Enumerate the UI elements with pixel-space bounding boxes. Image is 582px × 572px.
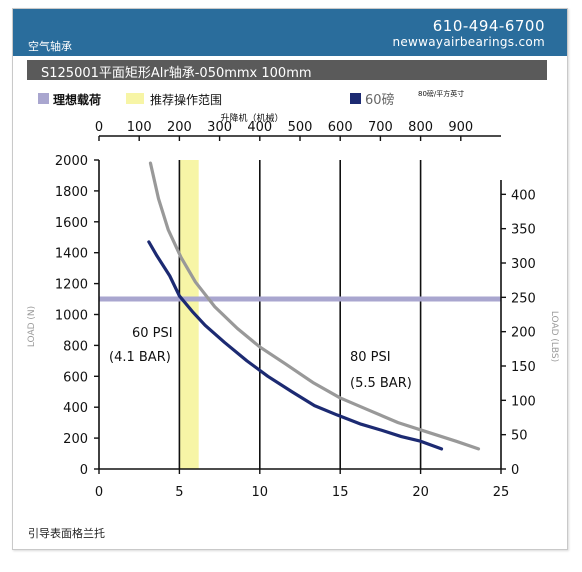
y-right-tick-label: 100 — [511, 394, 536, 409]
y-axis-title-right: LOAD (LBS) — [549, 311, 559, 362]
brand-label: 空气轴承 — [28, 40, 72, 53]
y-axis-title-left: LOAD (N) — [27, 306, 37, 347]
y-tick-label: 1600 — [55, 216, 88, 231]
y-tick-label: 1800 — [55, 185, 88, 200]
y-tick-label: 2000 — [55, 154, 88, 169]
y-tick-label: 800 — [63, 339, 88, 354]
footer-note: 引导表面格兰托 — [28, 527, 105, 540]
y-right-tick-label: 400 — [511, 188, 536, 203]
x-tick-label: 10 — [252, 485, 269, 500]
chart-panel: 空气轴承 610-494-6700 newwayairbearings.com … — [12, 8, 568, 550]
y-tick-label: 200 — [63, 432, 88, 447]
x-top-tick-label: 400 — [247, 120, 272, 135]
legend-swatch-60 — [350, 93, 361, 104]
chart-title-bar: S125001平面矩形Alr轴承-050mmx 100mm — [27, 60, 547, 81]
y-tick-label: 1200 — [55, 278, 88, 293]
x-top-tick-label: 800 — [408, 120, 433, 135]
x-top-tick-label: 0 — [95, 120, 103, 135]
x-top-tick-label: 300 — [207, 120, 232, 135]
x-top-tick-label: 100 — [127, 120, 152, 135]
y-tick-label: 0 — [80, 463, 88, 478]
series-80-label-bar: (5.5 BAR) — [350, 376, 412, 391]
y-right-tick-label: 150 — [511, 360, 536, 375]
phone-number: 610-494-6700 — [432, 17, 545, 35]
brand-header: 空气轴承 610-494-6700 newwayairbearings.com — [13, 9, 567, 56]
y-right-tick-label: 200 — [511, 326, 536, 341]
x-top-tick-label: 500 — [288, 120, 313, 135]
y-tick-label: 400 — [63, 401, 88, 416]
series-60-label-bar: (4.1 BAR) — [109, 350, 171, 365]
series-line-80-psi — [148, 161, 481, 451]
y-right-tick-label: 0 — [511, 463, 519, 478]
series-60-label: 60 PSI — [132, 326, 173, 341]
series-line-60-psi — [147, 240, 444, 451]
x-tick-label: 5 — [175, 485, 183, 500]
y-right-tick-label: 250 — [511, 291, 536, 306]
x-top-tick-label: 600 — [328, 120, 353, 135]
x-top-axis-title: 升降机（机械） — [220, 112, 283, 124]
series-80-label: 80 PSI — [350, 350, 391, 365]
operating-range-band — [179, 160, 199, 469]
x-top-tick-label: 200 — [167, 120, 192, 135]
y-tick-label: 600 — [63, 370, 88, 385]
x-tick-label: 0 — [95, 485, 103, 500]
chart-title: S125001平面矩形Alr轴承-050mmx 100mm — [41, 66, 312, 81]
legend-swatch-operating-range — [126, 93, 144, 104]
x-tick-label: 25 — [493, 485, 510, 500]
y-tick-label: 1000 — [55, 309, 88, 324]
x-top-tick-label: 900 — [448, 120, 473, 135]
y-tick-label: 1400 — [55, 247, 88, 262]
x-tick-label: 20 — [412, 485, 429, 500]
legend-label-60: 60磅 — [365, 92, 395, 108]
y-right-tick-label: 350 — [511, 223, 536, 238]
y-right-tick-label: 50 — [511, 429, 528, 444]
y-right-tick-label: 300 — [511, 257, 536, 272]
website-link[interactable]: newwayairbearings.com — [392, 35, 545, 49]
legend-label-80: 80磅/平方英寸 — [418, 89, 464, 98]
x-tick-label: 15 — [332, 485, 349, 500]
legend-label-operating-range: 推荐操作范围 — [150, 92, 222, 107]
x-top-tick-label: 700 — [368, 120, 393, 135]
legend-label-ideal-load: 理想载荷 — [53, 92, 101, 107]
legend-swatch-ideal-load — [38, 93, 49, 104]
